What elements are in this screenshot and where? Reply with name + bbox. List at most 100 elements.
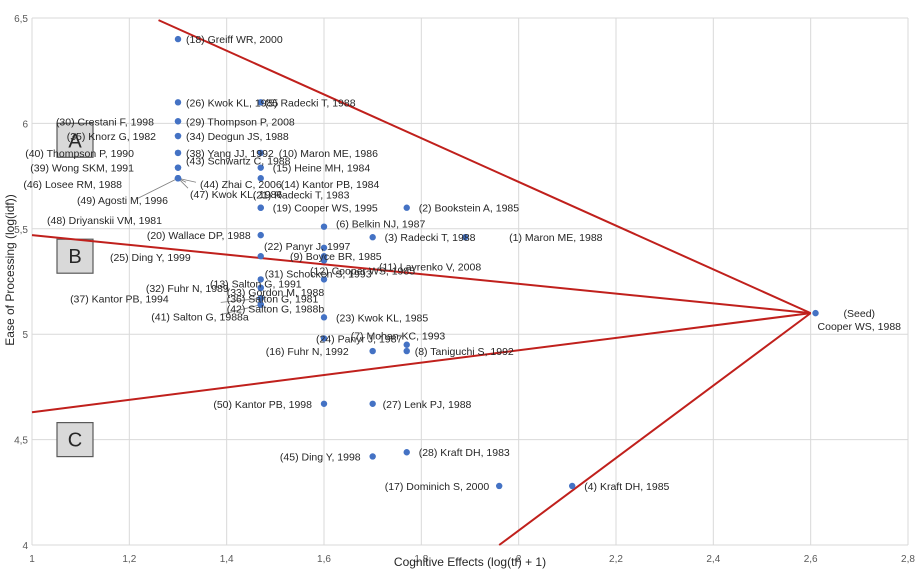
data-point: [320, 400, 328, 407]
point-label: (48) Driyanskii VM, 1981: [47, 215, 162, 227]
point-label: (41) Salton G, 1988a: [151, 312, 249, 324]
axis-ticks: 1 1,2 1,4 1,6 1,8 2 2,2 2,4 2,6 2,8 4 4,5 5 5,5 6 6,5: [14, 14, 915, 565]
point-label: (5) Radecki T, 1988: [265, 97, 356, 109]
data-point: [320, 244, 328, 251]
region-box-a: [56, 122, 94, 158]
point-label: (49) Agosti M, 1996: [77, 195, 168, 207]
point-label: (30) Crestani F, 1998: [56, 116, 154, 128]
point-label: (21) Radecki T, 1983: [253, 190, 350, 202]
data-points: [174, 35, 819, 490]
data-point: [257, 175, 264, 182]
data-point: [174, 118, 182, 125]
data-point: [369, 400, 376, 407]
point-label: (44) Zhai C, 2006: [200, 179, 282, 191]
point-label: (28) Kraft DH, 1983: [419, 447, 510, 459]
point-label: (6) Belkin NJ, 1987: [336, 219, 425, 231]
grid-lines: [31, 17, 909, 546]
data-point: [403, 204, 410, 211]
data-point: [403, 347, 410, 355]
data-point: [320, 276, 328, 283]
point-label: (33) Gordon M, 1988: [227, 287, 325, 299]
point-label: (13) Salton G, 1991: [210, 278, 302, 290]
point-label: (24) Panyr J, 1987: [316, 333, 403, 345]
x-tick-label: 1,8: [414, 554, 428, 565]
region-box-c: [56, 422, 94, 458]
point-label: (31) Schocken S, 1993: [265, 268, 372, 280]
data-point: [174, 175, 182, 182]
data-point: [257, 99, 264, 106]
data-point: [320, 335, 328, 342]
boundary-line: [31, 234, 811, 315]
point-label: (27) Lenk PJ, 1988: [383, 399, 472, 411]
data-point: [569, 482, 576, 490]
data-point: [257, 253, 264, 260]
x-axis-title: Cognitive Effects (log(tf) + 1): [394, 555, 546, 569]
x-tick-label: 2,6: [804, 554, 818, 565]
point-label: (38) Yang JJ, 1992: [186, 148, 274, 160]
x-tick-label: 1,2: [122, 554, 136, 565]
point-label: (35) Knorz G, 1982: [67, 131, 156, 143]
x-tick-label: 1,4: [220, 554, 234, 565]
point-label: (12) Cooper WS, 1985: [310, 265, 415, 277]
data-point: [369, 347, 376, 355]
data-point: [257, 164, 264, 171]
x-tick-label: 2: [516, 554, 522, 565]
point-label: (50) Kantor PB, 1998: [213, 399, 312, 411]
point-label: (4) Kraft DH, 1985: [584, 481, 669, 493]
label-leader: [137, 177, 179, 199]
data-point: [257, 204, 264, 211]
point-label: (17) Dominich S, 2000: [385, 481, 490, 493]
point-label: (29) Thompson P, 2008: [186, 116, 295, 128]
point-label: (22) Panyr J, 1997: [264, 241, 351, 253]
data-point: [257, 149, 264, 157]
point-label: (19) Cooper WS, 1995: [273, 203, 378, 215]
region-box-b: [56, 238, 94, 274]
x-tick-label: 1: [29, 554, 35, 565]
label-leader: [220, 297, 261, 303]
data-point: [403, 449, 410, 456]
point-label: (20) Wallace DP, 1988: [147, 230, 251, 242]
point-label-secondary: Cooper WS, 1988: [818, 321, 902, 333]
point-label: (43) Schwartz C, 1988: [186, 156, 291, 168]
y-tick-label: 4: [22, 541, 28, 552]
point-label: (36) Salton G, 1981: [227, 293, 319, 305]
point-label: (18) Greiff WR, 2000: [186, 34, 283, 46]
point-label: (47) Kwok KL, 1986: [190, 189, 282, 201]
point-label: (11) Lavrenko V, 2008: [379, 261, 481, 273]
point-label: (45) Ding Y, 1998: [280, 451, 361, 463]
point-label: (7) Mohan KC, 1993: [351, 331, 446, 343]
data-point: [174, 164, 182, 171]
point-label: (16) Fuhr N, 1992: [266, 346, 349, 358]
point-label: (10) Maron ME, 1986: [279, 148, 378, 160]
data-point: [174, 35, 182, 43]
point-label: (2) Bookstein A, 1985: [419, 203, 520, 215]
y-axis-title: Ease of Processing (log(idf)): [3, 194, 17, 345]
data-point: [369, 453, 376, 460]
data-point: [174, 99, 182, 106]
point-label: (32) Fuhr N, 1989: [146, 283, 229, 295]
data-point: [496, 482, 503, 490]
region-label-c: C: [68, 430, 82, 452]
data-point: [320, 257, 328, 264]
x-tick-label: 2,8: [901, 554, 915, 565]
point-label: (Seed): [844, 308, 876, 320]
boundary-line: [31, 312, 811, 414]
data-point: [257, 276, 264, 283]
region-label-a: A: [68, 130, 82, 152]
label-leaders: [137, 177, 261, 316]
point-label: (46) Losee RM, 1988: [23, 179, 122, 191]
x-tick-label: 1,6: [317, 554, 331, 565]
point-label: (14) Kantor PB, 1984: [281, 179, 380, 191]
data-point: [320, 223, 328, 230]
data-point: [812, 309, 819, 317]
region-label-b: B: [68, 246, 81, 268]
data-point: [174, 132, 182, 140]
point-label: (42) Salton G, 1988b: [227, 304, 325, 316]
data-point: [174, 149, 182, 157]
point-label: (8) Taniguchi S, 1992: [415, 346, 514, 358]
y-tick-label: 6: [22, 119, 28, 130]
x-tick-label: 2,4: [706, 554, 720, 565]
boundary-line: [498, 312, 812, 546]
data-point: [257, 295, 264, 302]
